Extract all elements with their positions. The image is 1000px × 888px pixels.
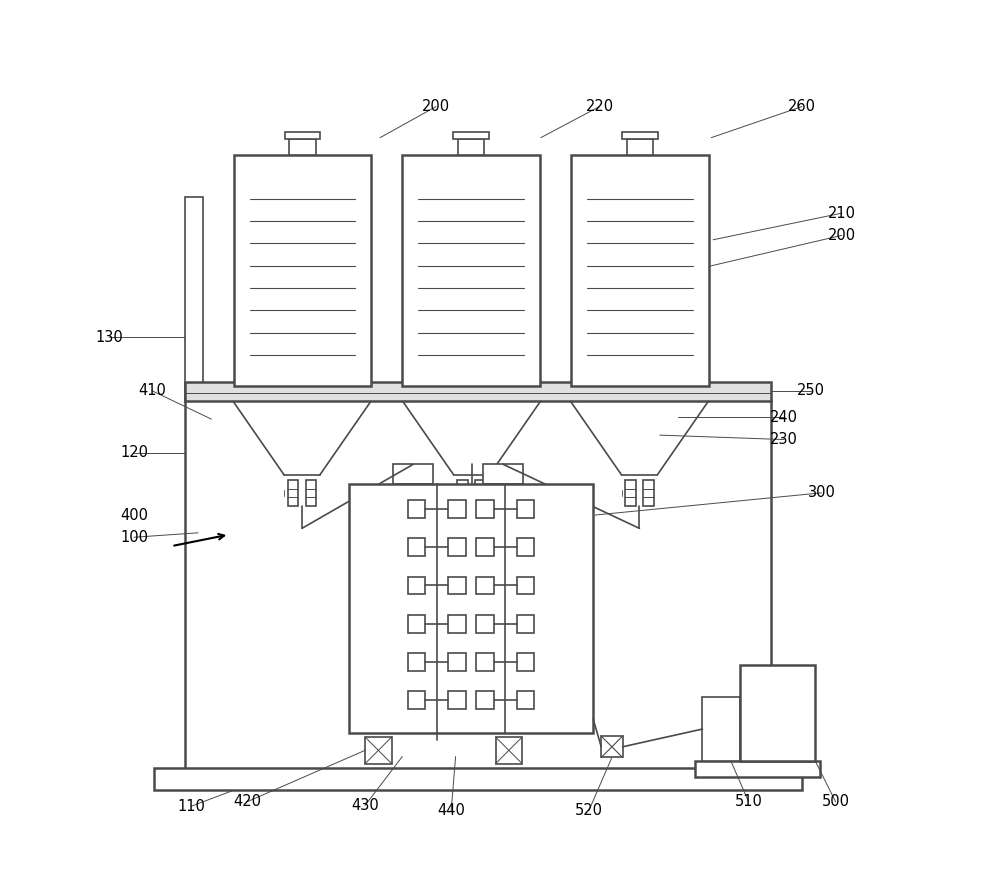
Bar [695,761,820,777]
Bar [627,139,653,155]
Text: 210: 210 [828,206,856,220]
Bar [458,139,484,155]
Text: 130: 130 [95,330,123,345]
Bar [702,697,740,761]
Bar [408,653,425,670]
Bar [622,132,658,139]
Bar [448,653,466,670]
Bar [517,614,534,632]
Text: 250: 250 [797,384,825,398]
Bar [496,737,522,764]
Bar [408,691,425,709]
Bar [285,132,320,139]
Bar [517,538,534,556]
Bar [601,736,623,757]
Text: 420: 420 [233,795,261,809]
Bar [517,500,534,518]
Text: 110: 110 [177,799,205,813]
Bar [448,691,466,709]
Bar [625,480,636,506]
Bar [448,576,466,594]
Text: 220: 220 [585,99,614,114]
Bar [457,480,468,506]
Bar [185,382,771,401]
Bar [476,576,494,594]
Text: 500: 500 [822,795,850,809]
Bar [402,155,540,386]
Bar [408,538,425,556]
Bar [476,653,494,670]
Text: 300: 300 [808,486,835,500]
Bar [448,614,466,632]
Text: 200: 200 [828,228,856,242]
Bar [234,155,371,386]
Text: 440: 440 [437,804,465,818]
Bar [393,464,433,484]
Bar [408,500,425,518]
Bar [448,500,466,518]
Bar [306,480,316,506]
Bar [571,155,709,386]
Text: 240: 240 [770,410,798,424]
Bar [476,500,494,518]
Bar [476,691,494,709]
Bar [185,197,203,401]
Text: 120: 120 [120,446,148,460]
Text: 410: 410 [138,384,166,398]
Bar [289,139,316,155]
Bar [517,691,534,709]
Text: 520: 520 [575,804,603,818]
Bar [476,538,494,556]
Bar [365,737,392,764]
Text: 430: 430 [351,798,379,813]
Bar [154,768,802,790]
Bar [453,132,489,139]
Bar [483,464,523,484]
Text: 100: 100 [120,530,148,544]
Bar [475,480,486,506]
Text: 510: 510 [735,795,763,809]
Text: 260: 260 [788,99,816,114]
Text: 200: 200 [422,99,450,114]
Bar [185,400,771,773]
Bar [517,653,534,670]
Bar [740,665,815,761]
Text: 230: 230 [770,432,798,447]
Bar [408,614,425,632]
Bar [643,480,654,506]
Bar [288,480,298,506]
Bar [349,484,593,733]
Text: 400: 400 [120,508,148,522]
Bar [517,576,534,594]
Bar [448,538,466,556]
Bar [408,576,425,594]
Bar [476,614,494,632]
